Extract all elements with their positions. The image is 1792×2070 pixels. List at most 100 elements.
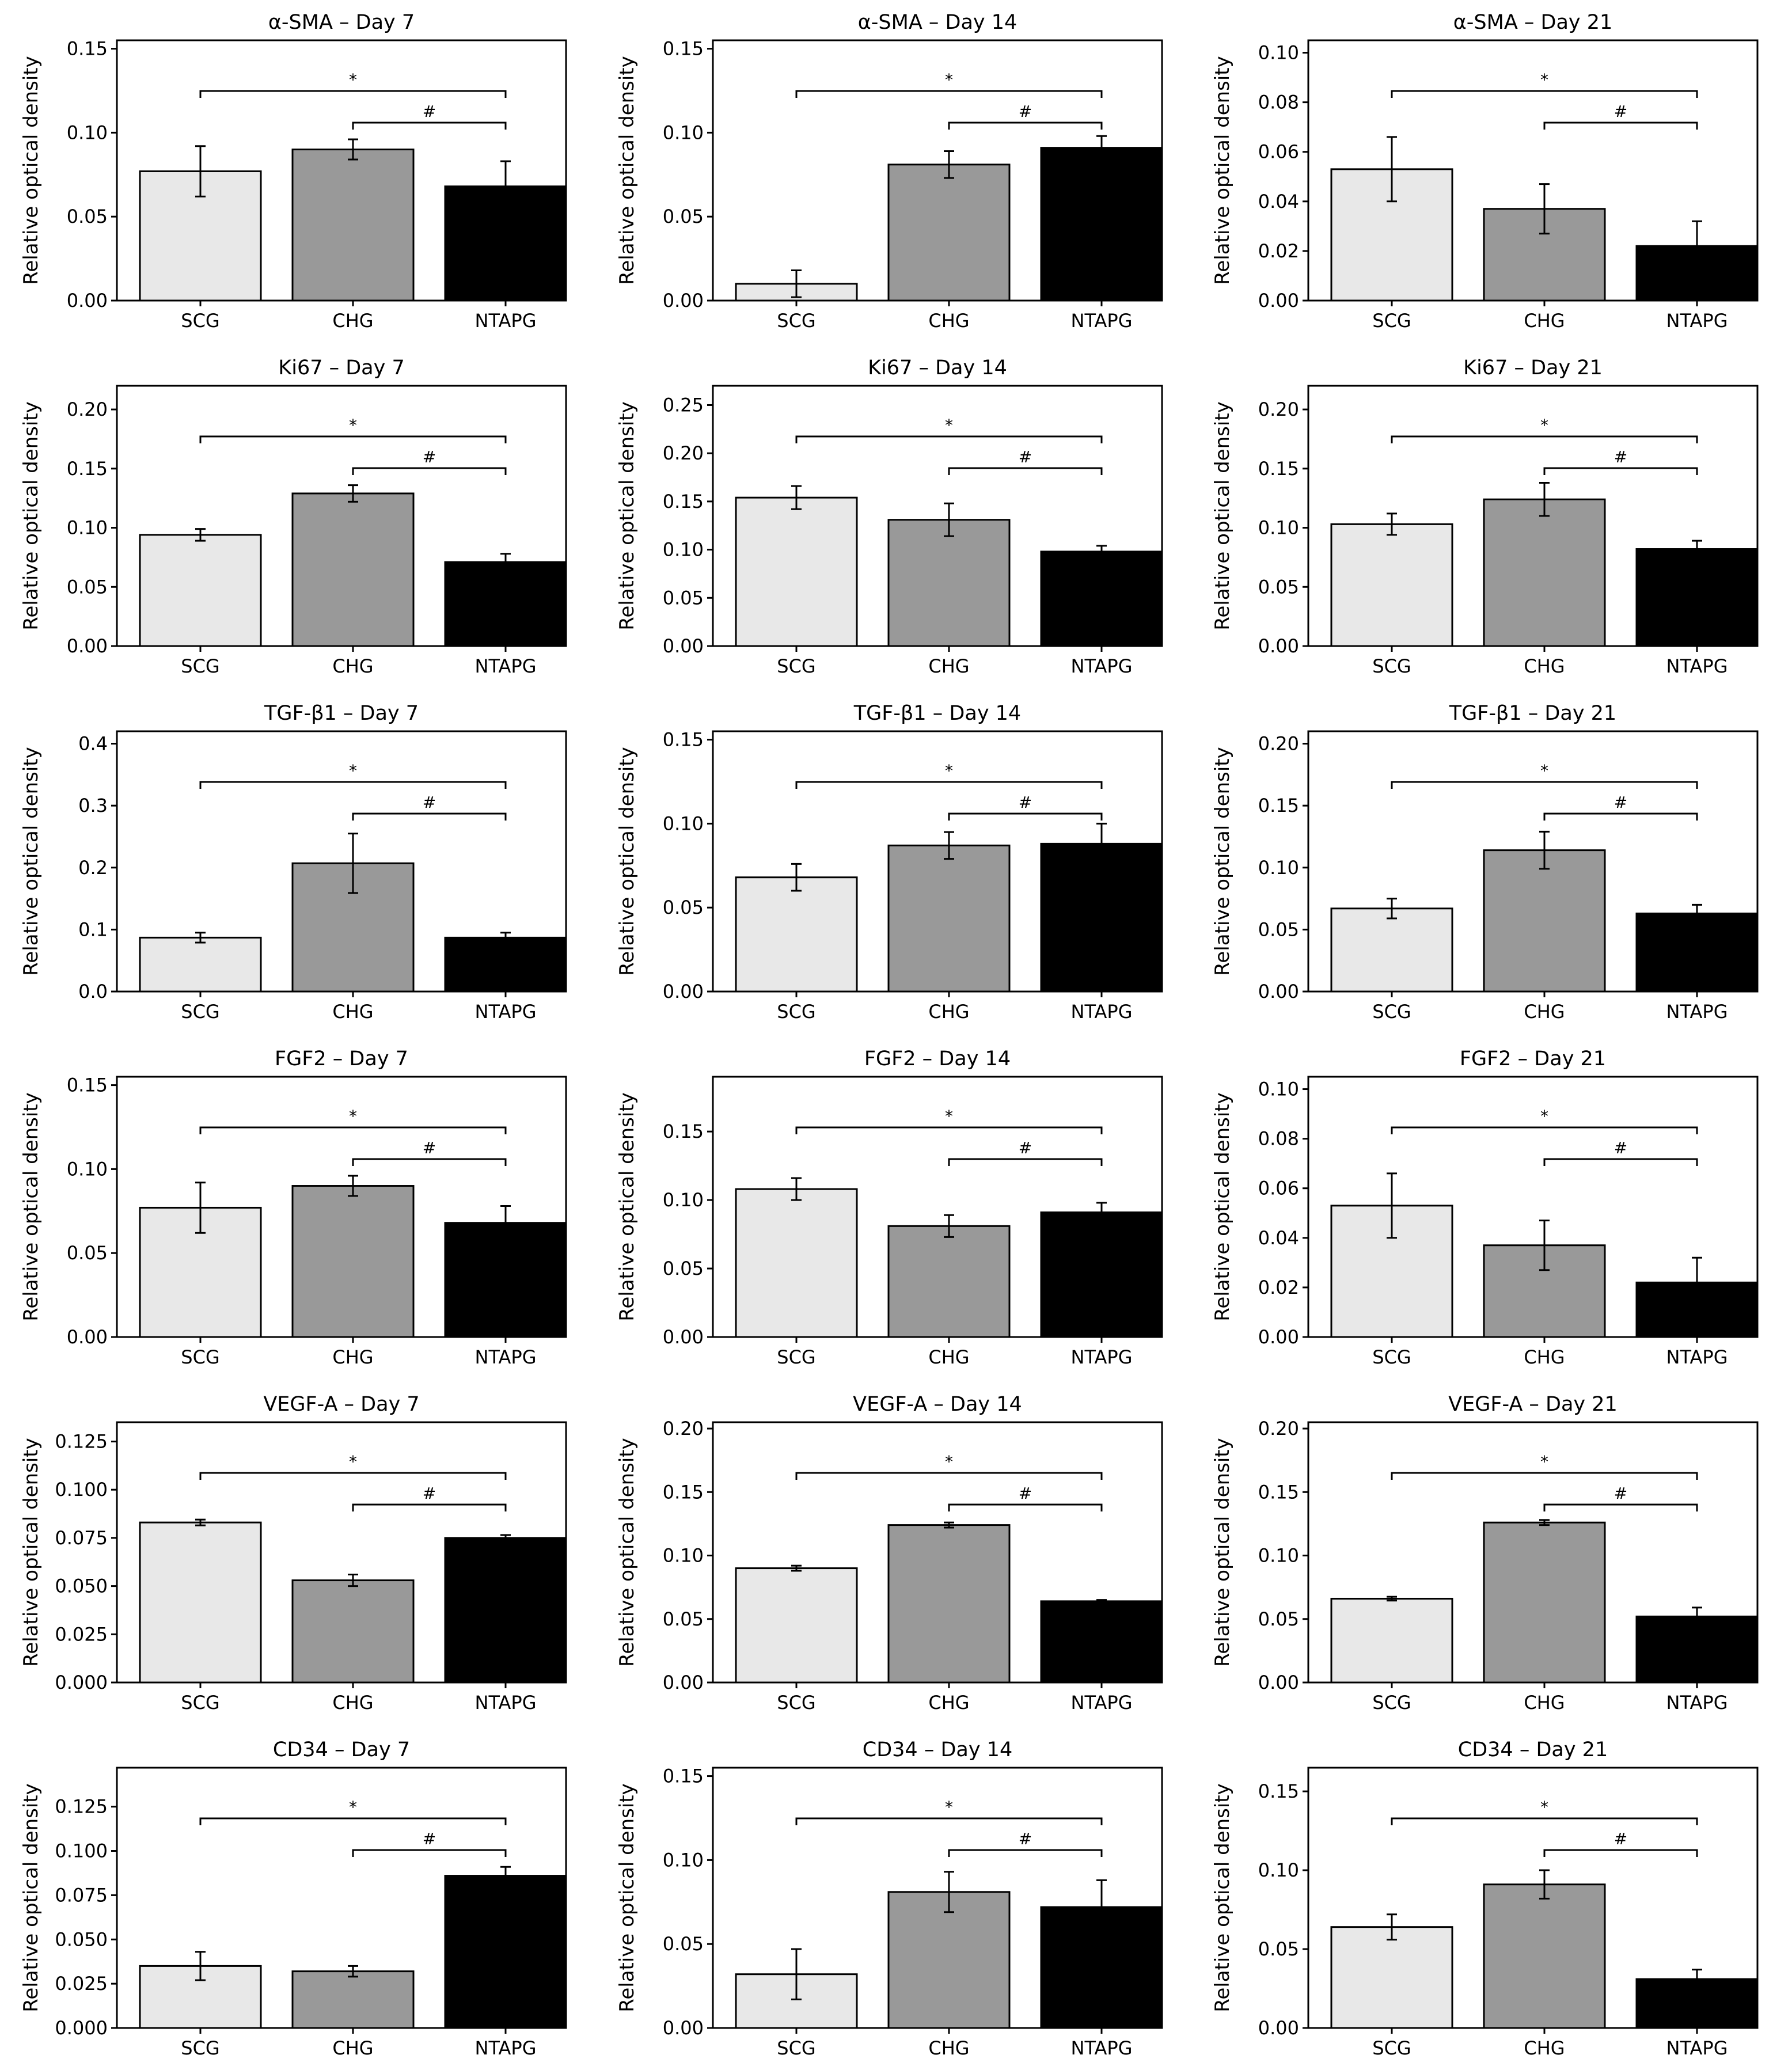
y-axis-label: Relative optical density — [20, 1092, 43, 1321]
chart-title: VEGF-A – Day 21 — [1448, 1393, 1618, 1416]
x-tick-label: NTAPG — [475, 2037, 537, 2059]
plot-frame — [1307, 39, 1759, 302]
significance-bracket-star — [199, 1817, 507, 1825]
x-tick-label: NTAPG — [1666, 2037, 1728, 2059]
plot-frame — [116, 39, 567, 302]
chart-title: α-SMA – Day 7 — [268, 11, 415, 34]
significance-hash: # — [1614, 447, 1627, 466]
plot-frame — [116, 385, 567, 647]
y-tick-label: 0.15 — [1258, 795, 1299, 816]
significance-bracket-star — [1391, 435, 1698, 443]
significance-hash: # — [1614, 1138, 1627, 1157]
bar-chg — [1483, 498, 1606, 647]
y-axis-label: Relative optical density — [20, 747, 43, 976]
y-tick-label: 0.10 — [1258, 1078, 1299, 1100]
x-tick-label: NTAPG — [1071, 1692, 1133, 1714]
x-tick-label: NTAPG — [1071, 310, 1133, 332]
y-axis-label: Relative optical density — [1211, 1783, 1234, 2012]
significance-star: * — [1540, 1798, 1548, 1817]
y-tick-label: 0.05 — [663, 206, 704, 227]
y-tick-label: 0.20 — [663, 442, 704, 464]
chart-title: FGF2 – Day 14 — [864, 1047, 1011, 1070]
plot-frame — [116, 1767, 567, 2029]
significance-bracket-hash — [352, 1503, 507, 1511]
x-tick-label: SCG — [777, 310, 815, 332]
y-tick-label: 0.10 — [663, 121, 704, 143]
bar-ntapg — [444, 561, 567, 647]
plot-frame — [712, 1767, 1163, 2029]
y-tick-label: 0.10 — [67, 121, 108, 143]
plot-frame — [712, 39, 1163, 302]
x-tick-label: CHG — [332, 655, 373, 677]
x-tick-label: CHG — [928, 1692, 969, 1714]
significance-bracket-hash — [352, 1849, 507, 1857]
chart-title: Ki67 – Day 14 — [868, 356, 1007, 379]
chart-title: CD34 – Day 21 — [1458, 1738, 1608, 1761]
x-tick-label: NTAPG — [475, 310, 537, 332]
bar-scg — [735, 496, 858, 647]
x-tick-label: CHG — [332, 310, 373, 332]
significance-hash: # — [1614, 102, 1627, 121]
bar-chg — [887, 844, 1011, 993]
significance-bracket-star — [795, 1817, 1103, 1825]
y-axis-label: Relative optical density — [616, 1783, 639, 2012]
significance-star: * — [945, 70, 953, 89]
significance-star: * — [945, 1107, 953, 1126]
x-tick-label: CHG — [1524, 310, 1565, 332]
bar-ntapg — [1040, 842, 1163, 993]
y-tick-label: 0.05 — [663, 1258, 704, 1279]
y-axis-label: Relative optical density — [616, 1092, 639, 1321]
y-tick-label: 0.00 — [67, 290, 108, 312]
y-tick-label: 0.00 — [663, 635, 704, 657]
y-tick-label: 0.075 — [55, 1884, 108, 1906]
chart-title: VEGF-A – Day 14 — [853, 1393, 1022, 1416]
y-tick-label: 0.00 — [663, 2017, 704, 2039]
chart-title: FGF2 – Day 21 — [1460, 1047, 1606, 1070]
bar-ntapg — [1040, 550, 1163, 647]
y-axis-label: Relative optical density — [616, 401, 639, 631]
significance-bracket-star — [1391, 1817, 1698, 1825]
significance-bracket-star — [199, 90, 507, 98]
bar-chg — [1483, 1883, 1606, 2029]
bar-scg — [735, 876, 858, 993]
y-tick-label: 0.25 — [663, 394, 704, 416]
chart-panel: FGF2 – Day 14 Relative optical density 0.0… — [616, 1047, 1163, 1368]
significance-bracket-star — [795, 1126, 1103, 1134]
significance-bracket-hash — [948, 1503, 1103, 1511]
significance-bracket-hash — [948, 1849, 1103, 1857]
significance-bracket-star — [795, 90, 1103, 98]
y-tick-label: 0.20 — [1258, 733, 1299, 755]
y-tick-label: 0.05 — [67, 1242, 108, 1264]
x-tick-label: CHG — [928, 1001, 969, 1023]
chart-panel: VEGF-A – Day 21 Relative optical density 0… — [1211, 1393, 1759, 1714]
bar-ntapg — [444, 1875, 567, 2029]
significance-star: * — [945, 1452, 953, 1471]
y-tick-label: 0.10 — [1258, 42, 1299, 64]
y-axis-label: Relative optical density — [616, 56, 639, 285]
significance-hash: # — [423, 1484, 436, 1503]
bar-scg — [139, 1521, 262, 1684]
chart-panel: TGF-β1 – Day 14 Relative optical density 0… — [616, 702, 1163, 1023]
bar-ntapg — [1635, 912, 1759, 993]
y-tick-label: 0.000 — [55, 2017, 108, 2039]
chart-title: CD34 – Day 7 — [273, 1738, 410, 1761]
significance-bracket-hash — [948, 121, 1103, 130]
significance-bracket-hash — [352, 1158, 507, 1166]
significance-bracket-star — [1391, 90, 1698, 98]
x-tick-label: CHG — [928, 655, 969, 677]
bar-ntapg — [1635, 548, 1759, 647]
bar-ntapg — [1040, 147, 1163, 302]
significance-star: * — [349, 1107, 357, 1126]
y-tick-label: 0.15 — [663, 1765, 704, 1787]
significance-hash: # — [423, 1138, 436, 1157]
y-tick-label: 0.15 — [1258, 1780, 1299, 1802]
significance-bracket-hash — [1543, 1503, 1698, 1511]
significance-star: * — [349, 416, 357, 435]
x-tick-label: NTAPG — [1071, 2037, 1133, 2059]
x-tick-label: CHG — [928, 2037, 969, 2059]
y-axis-label: Relative optical density — [616, 747, 639, 976]
y-axis-label: Relative optical density — [1211, 401, 1234, 631]
significance-bracket-hash — [1543, 812, 1698, 821]
y-tick-label: 0.05 — [663, 587, 704, 609]
